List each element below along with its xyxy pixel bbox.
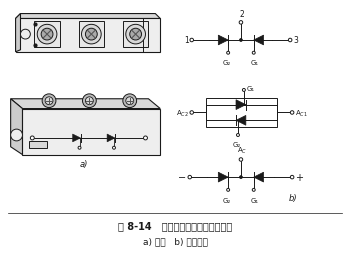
Text: +: + xyxy=(295,173,303,183)
Circle shape xyxy=(239,39,243,42)
Circle shape xyxy=(239,176,243,178)
Circle shape xyxy=(252,188,255,191)
Text: G₁: G₁ xyxy=(251,198,259,204)
Bar xyxy=(34,21,60,47)
Polygon shape xyxy=(218,35,228,45)
Circle shape xyxy=(112,146,116,149)
Text: −: − xyxy=(178,173,186,183)
Polygon shape xyxy=(254,172,264,182)
Circle shape xyxy=(126,97,134,105)
Circle shape xyxy=(41,28,53,40)
Circle shape xyxy=(85,28,97,40)
Text: a) 外形   b) 内部电路: a) 外形 b) 内部电路 xyxy=(142,237,208,246)
Bar xyxy=(123,21,148,47)
Circle shape xyxy=(30,136,34,140)
Circle shape xyxy=(42,94,56,107)
Circle shape xyxy=(239,21,243,24)
Circle shape xyxy=(78,146,81,149)
Polygon shape xyxy=(10,99,160,109)
Circle shape xyxy=(126,24,146,44)
Circle shape xyxy=(190,38,194,42)
Circle shape xyxy=(227,51,230,54)
Circle shape xyxy=(237,134,239,136)
Circle shape xyxy=(130,28,141,40)
Circle shape xyxy=(290,175,294,179)
Polygon shape xyxy=(107,134,115,142)
Polygon shape xyxy=(218,172,228,182)
Bar xyxy=(29,141,47,148)
Circle shape xyxy=(82,24,101,44)
Bar xyxy=(206,98,277,127)
Polygon shape xyxy=(15,14,160,18)
Text: G₂: G₂ xyxy=(223,198,231,204)
Text: a): a) xyxy=(79,160,88,169)
Circle shape xyxy=(37,24,57,44)
Polygon shape xyxy=(73,134,80,142)
Text: A$_{C1}$: A$_{C1}$ xyxy=(295,108,308,119)
Circle shape xyxy=(83,94,96,107)
Text: 1: 1 xyxy=(184,36,189,45)
Circle shape xyxy=(239,158,243,161)
Text: G₁: G₁ xyxy=(247,86,255,92)
Circle shape xyxy=(144,136,147,140)
Circle shape xyxy=(252,51,255,54)
Polygon shape xyxy=(15,18,160,52)
Polygon shape xyxy=(236,115,246,125)
Circle shape xyxy=(85,97,93,105)
Circle shape xyxy=(45,97,53,105)
Text: 图 8-14   晶闸管模块外形与内部电路: 图 8-14 晶闸管模块外形与内部电路 xyxy=(118,221,232,231)
Polygon shape xyxy=(15,14,21,52)
Circle shape xyxy=(243,89,245,92)
Polygon shape xyxy=(236,100,246,110)
Circle shape xyxy=(227,188,230,191)
Circle shape xyxy=(10,129,22,141)
Text: 3: 3 xyxy=(293,36,298,45)
Text: G₂: G₂ xyxy=(223,60,231,66)
Polygon shape xyxy=(254,35,264,45)
Circle shape xyxy=(190,111,194,114)
Circle shape xyxy=(290,111,294,114)
Polygon shape xyxy=(22,109,160,155)
Text: b): b) xyxy=(289,194,298,202)
Circle shape xyxy=(288,38,292,42)
Circle shape xyxy=(123,94,136,107)
Circle shape xyxy=(188,175,191,179)
Bar xyxy=(78,21,104,47)
Text: G₂: G₂ xyxy=(233,142,241,148)
Text: A$_C$: A$_C$ xyxy=(237,145,247,156)
Text: G₁: G₁ xyxy=(251,60,259,66)
Circle shape xyxy=(21,29,30,39)
Text: 2: 2 xyxy=(239,11,244,19)
Polygon shape xyxy=(10,99,22,155)
Text: A$_{C2}$: A$_{C2}$ xyxy=(176,108,189,119)
